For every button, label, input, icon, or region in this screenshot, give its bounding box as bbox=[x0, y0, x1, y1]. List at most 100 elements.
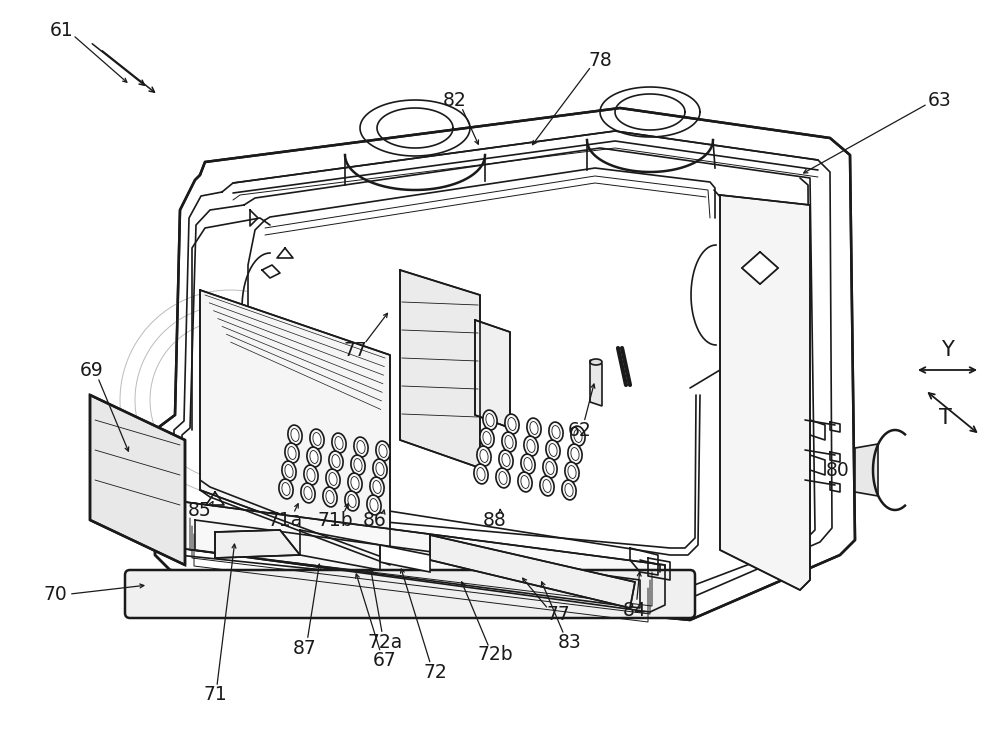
Polygon shape bbox=[400, 270, 480, 468]
Text: 62: 62 bbox=[568, 420, 592, 440]
Polygon shape bbox=[430, 535, 635, 608]
Ellipse shape bbox=[546, 440, 560, 460]
Ellipse shape bbox=[524, 457, 532, 471]
Ellipse shape bbox=[285, 465, 293, 477]
Ellipse shape bbox=[568, 465, 576, 479]
Ellipse shape bbox=[502, 432, 516, 452]
Ellipse shape bbox=[323, 487, 337, 507]
Ellipse shape bbox=[571, 448, 579, 460]
Polygon shape bbox=[590, 360, 602, 406]
Text: 72b: 72b bbox=[477, 645, 513, 665]
Ellipse shape bbox=[373, 480, 381, 494]
Ellipse shape bbox=[282, 461, 296, 481]
Ellipse shape bbox=[518, 472, 532, 492]
Text: 63: 63 bbox=[928, 90, 952, 110]
Ellipse shape bbox=[304, 465, 318, 485]
Ellipse shape bbox=[527, 440, 535, 452]
Polygon shape bbox=[475, 320, 510, 428]
Ellipse shape bbox=[376, 441, 390, 461]
Ellipse shape bbox=[351, 455, 365, 475]
Ellipse shape bbox=[357, 440, 365, 454]
Ellipse shape bbox=[288, 446, 296, 460]
Ellipse shape bbox=[301, 483, 315, 503]
Ellipse shape bbox=[565, 462, 579, 482]
Ellipse shape bbox=[291, 428, 299, 442]
Ellipse shape bbox=[351, 477, 359, 489]
Ellipse shape bbox=[348, 473, 362, 493]
Text: 77: 77 bbox=[546, 605, 570, 625]
Text: 67: 67 bbox=[373, 650, 397, 670]
Polygon shape bbox=[178, 502, 665, 612]
Ellipse shape bbox=[307, 447, 321, 467]
Ellipse shape bbox=[549, 422, 563, 442]
Text: 72a: 72a bbox=[367, 633, 403, 651]
Ellipse shape bbox=[568, 444, 582, 464]
Ellipse shape bbox=[552, 425, 560, 438]
Ellipse shape bbox=[370, 499, 378, 511]
Text: T: T bbox=[939, 408, 951, 428]
Ellipse shape bbox=[571, 426, 585, 446]
Text: 80: 80 bbox=[826, 460, 850, 480]
Text: 71a: 71a bbox=[267, 511, 303, 530]
Text: 61: 61 bbox=[50, 21, 74, 39]
Text: 78: 78 bbox=[588, 50, 612, 70]
Polygon shape bbox=[215, 530, 300, 558]
Ellipse shape bbox=[279, 479, 293, 499]
Text: 84: 84 bbox=[623, 600, 647, 619]
Ellipse shape bbox=[508, 417, 516, 431]
Ellipse shape bbox=[480, 450, 488, 462]
Ellipse shape bbox=[310, 451, 318, 463]
Ellipse shape bbox=[530, 422, 538, 434]
Ellipse shape bbox=[354, 459, 362, 471]
Text: 71: 71 bbox=[203, 685, 227, 704]
Ellipse shape bbox=[590, 359, 602, 365]
Ellipse shape bbox=[376, 462, 384, 475]
Ellipse shape bbox=[521, 454, 535, 474]
Text: 71b: 71b bbox=[317, 511, 353, 530]
Ellipse shape bbox=[574, 429, 582, 443]
Text: 83: 83 bbox=[558, 633, 582, 651]
Ellipse shape bbox=[367, 495, 381, 515]
Ellipse shape bbox=[543, 480, 551, 492]
Ellipse shape bbox=[480, 428, 494, 448]
Ellipse shape bbox=[373, 459, 387, 479]
Ellipse shape bbox=[477, 446, 491, 466]
Ellipse shape bbox=[332, 433, 346, 453]
Ellipse shape bbox=[307, 468, 315, 482]
Ellipse shape bbox=[379, 445, 387, 457]
Ellipse shape bbox=[288, 425, 302, 445]
Polygon shape bbox=[720, 195, 810, 590]
Ellipse shape bbox=[521, 476, 529, 488]
Polygon shape bbox=[90, 395, 185, 565]
Ellipse shape bbox=[329, 451, 343, 471]
Ellipse shape bbox=[329, 473, 337, 485]
Text: Y: Y bbox=[941, 340, 953, 360]
Ellipse shape bbox=[326, 491, 334, 503]
Ellipse shape bbox=[499, 471, 507, 485]
Polygon shape bbox=[200, 290, 390, 560]
Polygon shape bbox=[855, 444, 878, 496]
Text: 77: 77 bbox=[343, 340, 367, 360]
Ellipse shape bbox=[477, 468, 485, 480]
Ellipse shape bbox=[505, 414, 519, 434]
Text: 88: 88 bbox=[483, 511, 507, 530]
Ellipse shape bbox=[335, 437, 343, 449]
Ellipse shape bbox=[483, 431, 491, 445]
Ellipse shape bbox=[304, 487, 312, 500]
Text: 86: 86 bbox=[363, 511, 387, 530]
Ellipse shape bbox=[370, 477, 384, 497]
Text: 69: 69 bbox=[80, 360, 104, 380]
Polygon shape bbox=[155, 108, 855, 620]
Text: 85: 85 bbox=[188, 500, 212, 519]
Ellipse shape bbox=[326, 469, 340, 489]
Ellipse shape bbox=[496, 468, 510, 488]
Ellipse shape bbox=[332, 454, 340, 468]
Ellipse shape bbox=[310, 429, 324, 449]
Ellipse shape bbox=[540, 476, 554, 496]
Ellipse shape bbox=[345, 491, 359, 511]
Ellipse shape bbox=[565, 483, 573, 497]
Ellipse shape bbox=[562, 480, 576, 500]
Ellipse shape bbox=[313, 433, 321, 445]
Text: 87: 87 bbox=[293, 639, 317, 658]
Ellipse shape bbox=[282, 482, 290, 496]
